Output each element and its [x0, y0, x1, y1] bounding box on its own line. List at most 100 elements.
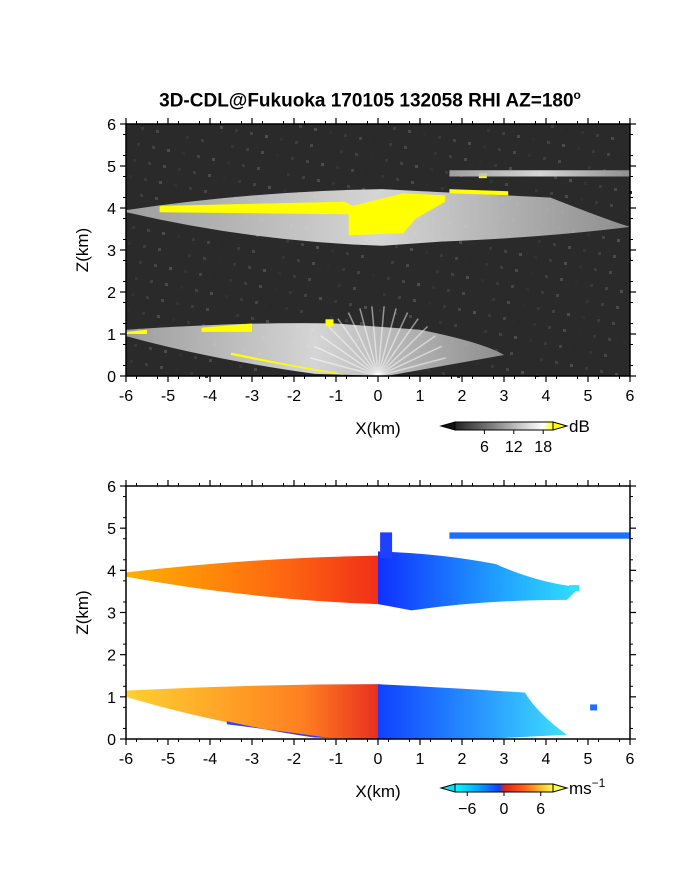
noise-speck [544, 342, 547, 345]
noise-speck [566, 128, 569, 131]
noise-speck [492, 298, 495, 301]
noise-speck [483, 145, 486, 148]
noise-speck [323, 281, 326, 284]
noise-speck [593, 335, 596, 338]
noise-speck [272, 170, 275, 173]
noise-speck [569, 179, 572, 182]
noise-speck [406, 264, 409, 267]
noise-speck [518, 320, 521, 323]
noise-speck [127, 309, 130, 312]
noise-speck [330, 316, 333, 319]
noise-speck [571, 297, 574, 300]
noise-speck [316, 246, 319, 249]
noise-speck [597, 319, 600, 322]
beam-streak [347, 312, 379, 377]
noise-speck [191, 305, 194, 308]
noise-speck [608, 338, 611, 341]
noise-speck [334, 300, 337, 303]
noise-speck [192, 238, 195, 241]
noise-speck [555, 361, 558, 364]
noise-speck [624, 274, 627, 277]
beam-streak [310, 357, 379, 377]
noise-speck [137, 143, 140, 146]
noise-speck [441, 187, 444, 190]
noise-speck [500, 266, 503, 269]
noise-speck [513, 151, 516, 154]
colorbar-unit: ms−1 [569, 776, 606, 798]
noise-speck [167, 149, 170, 152]
noise-speck [586, 300, 589, 303]
noise-speck [144, 178, 147, 181]
y-tick-label: 6 [107, 479, 116, 496]
noise-speck [436, 270, 439, 273]
noise-speck [242, 164, 245, 167]
noise-speck [511, 285, 514, 288]
noise-speck [239, 365, 242, 368]
colorbar-tick-label: 12 [505, 439, 523, 456]
beam-streak [377, 306, 385, 377]
x-tick-label: 3 [500, 388, 509, 405]
noise-speck [207, 241, 210, 244]
beam-streak [327, 325, 379, 377]
noise-speck [424, 318, 427, 321]
noise-speck [387, 277, 390, 280]
noise-speck [528, 154, 531, 157]
noise-speck [287, 173, 290, 176]
noise-speck [580, 198, 583, 201]
x-tick-label: 1 [416, 388, 425, 405]
colorbar: dB 6 12 18 [439, 417, 590, 456]
noise-speck [410, 248, 413, 251]
beam-streak [377, 335, 436, 377]
noise-speck [610, 204, 613, 207]
noise-speck [474, 244, 477, 247]
x-axis-label: X(km) [355, 782, 400, 801]
noise-speck [515, 269, 518, 272]
noise-speck [259, 285, 262, 288]
noise-speck [364, 306, 367, 309]
noise-speck [329, 131, 332, 134]
noise-speck [204, 190, 207, 193]
x-tick-label: -4 [203, 751, 217, 768]
noise-speck [378, 124, 381, 127]
noise-speck [353, 287, 356, 290]
high-reflectivity-region [231, 352, 345, 376]
noise-speck [219, 193, 222, 196]
x-tick-label: -2 [287, 751, 301, 768]
noise-speck [355, 153, 358, 156]
noise-speck [599, 185, 602, 188]
noise-speck [250, 132, 253, 135]
noise-speck [554, 176, 557, 179]
noise-speck [458, 308, 461, 311]
noise-speck [496, 282, 499, 285]
noise-speck [605, 287, 608, 290]
noise-speck [541, 291, 544, 294]
noise-speck [506, 368, 509, 371]
noise-speck [491, 365, 494, 368]
noise-speck [625, 207, 628, 210]
noise-speck [271, 237, 274, 240]
noise-speck [560, 278, 563, 281]
noise-speck [453, 139, 456, 142]
colorbar: ms−1 −6 0 6 [439, 776, 606, 818]
noise-speck [222, 244, 225, 247]
noise-speck [434, 152, 437, 155]
noise-speck [143, 245, 146, 248]
noise-speck [177, 235, 180, 238]
x-tick-label: 5 [584, 388, 593, 405]
x-tick-label: 2 [458, 751, 467, 768]
noise-speck [147, 229, 150, 232]
noise-speck [417, 283, 420, 286]
y-tick-label: 0 [107, 732, 116, 749]
noise-speck [525, 355, 528, 358]
noise-speck [301, 243, 304, 246]
noise-speck [556, 294, 559, 297]
noise-speck [261, 151, 264, 154]
beam-streak [377, 318, 419, 377]
y-tick-label: 1 [107, 327, 116, 344]
noise-speck [469, 327, 472, 330]
noise-speck [346, 252, 349, 255]
noise-speck [248, 266, 251, 269]
noise-speck [252, 250, 255, 253]
noise-speck [495, 349, 498, 352]
y-tick-label: 2 [107, 285, 116, 302]
